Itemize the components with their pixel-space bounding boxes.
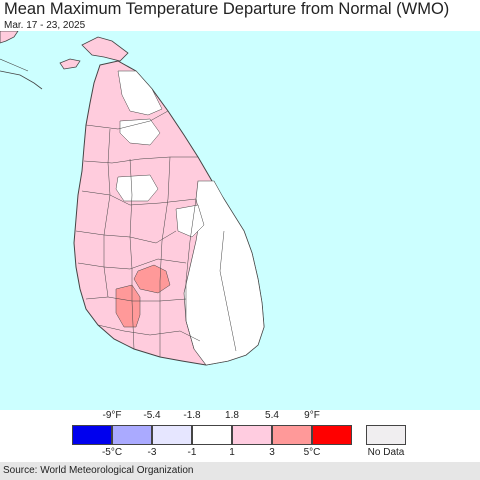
north-white-region <box>117 70 163 116</box>
north-islands <box>59 58 81 70</box>
map-area <box>0 30 480 410</box>
legend-c-label-5: 5°C <box>303 447 321 458</box>
east-central-white <box>175 204 205 238</box>
legend-swatch-0 <box>72 425 112 445</box>
legend-no-data-swatch <box>366 425 406 445</box>
legend-swatch-3 <box>192 425 232 445</box>
legend-swatch-4 <box>232 425 272 445</box>
legend-c-label-0: -5°C <box>101 447 123 458</box>
india-coast <box>0 30 19 44</box>
sri-lanka-map <box>0 30 265 366</box>
legend-c-label-3: 1 <box>229 447 235 458</box>
date-range: Mar. 17 - 23, 2025 <box>4 20 86 31</box>
legend-c-label-1: -3 <box>147 447 157 458</box>
india-coast-line <box>0 70 43 90</box>
legend-swatch-1 <box>112 425 152 445</box>
legend-c-label-2: -1 <box>187 447 197 458</box>
source-credit: Source: World Meteorological Organizatio… <box>0 462 480 480</box>
central-salmon-patch <box>133 264 171 294</box>
legend-c-label-4: 3 <box>269 447 275 458</box>
legend-f-label-4: 5.4 <box>265 410 279 421</box>
legend-swatch-2 <box>152 425 192 445</box>
legend-f-label-3: 1.8 <box>225 410 239 421</box>
east-white-region <box>183 180 265 366</box>
legend-f-label-2: -1.8 <box>183 410 201 421</box>
legend-swatch-5 <box>272 425 312 445</box>
jaffna-peninsula <box>81 36 129 62</box>
southwest-salmon-patch <box>115 284 141 328</box>
legend-swatch-6 <box>312 425 352 445</box>
legend-f-label-5: 9°F <box>304 410 320 421</box>
central-white-patch <box>115 174 159 202</box>
map-title: Mean Maximum Temperature Departure from … <box>4 0 450 18</box>
north-central-white <box>119 118 161 146</box>
india-coast-line-2 <box>0 58 29 72</box>
legend-f-label-0: -9°F <box>102 410 122 421</box>
district-borders <box>75 110 237 357</box>
legend-no-data-label: No Data <box>367 447 405 458</box>
legend-f-label-1: -5.4 <box>143 410 161 421</box>
